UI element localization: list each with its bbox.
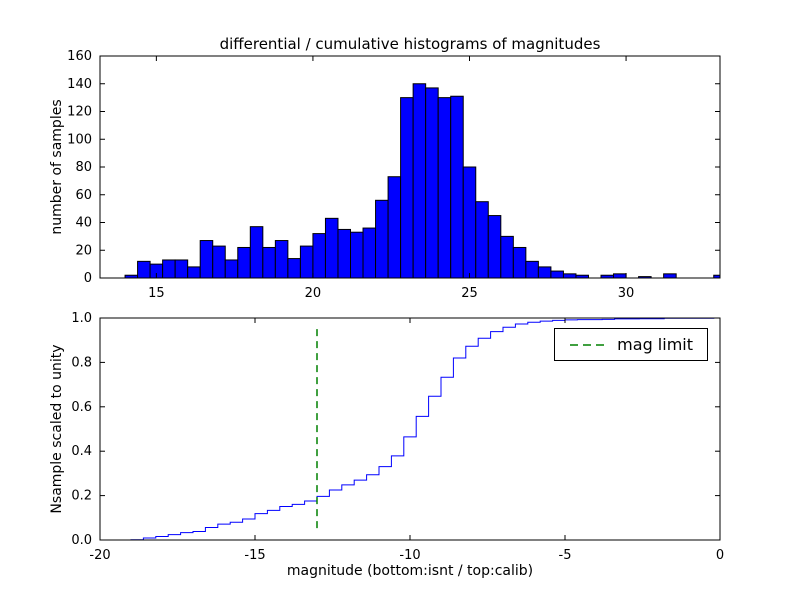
x-tick-label: -20 [89,548,110,563]
ticks-bottom: -20 -15 -10 -5 0 0.0 0.2 0.4 0.6 0.8 1.0 [71,311,724,563]
ticks-top: 15 20 25 30 0 20 40 60 80 100 120 140 160 [67,49,720,301]
x-tick-label: -10 [399,548,420,563]
y-tick-label: 100 [67,132,92,147]
histogram-bar [262,246,276,278]
histogram-bar [324,217,339,278]
y-tick-label: 40 [75,216,92,231]
histogram-bar [174,259,189,278]
y-tick-label: 0.4 [71,444,92,459]
histogram-bar [412,83,427,278]
x-tick-label: 25 [461,286,478,301]
legend: mag limit [554,328,708,361]
histogram-bar [437,97,452,278]
y-tick-label: 1.0 [71,311,92,326]
histogram-bar [162,259,176,278]
histogram-bar [199,240,214,278]
y-tick-label: 0 [84,271,92,286]
y-tick-label: 60 [75,188,92,203]
cumulative-line [130,318,720,540]
x-axis-label: magnitude (bottom:isnt / top:calib) [286,563,534,579]
histogram-bar [487,215,502,278]
histogram-bar [287,258,301,278]
histogram-bar [312,233,326,278]
histogram-bar [350,231,364,278]
histogram-bar [575,274,589,278]
histogram-bar [375,199,389,278]
histogram-bar [500,235,514,278]
histogram-bar [550,270,564,278]
histogram-bar [387,176,402,278]
y-tick-label: 140 [67,77,92,92]
y-tick-label: 80 [75,160,92,175]
x-tick-label: 30 [618,286,635,301]
y-tick-label: 0.0 [71,533,92,548]
histogram-bar [362,227,377,278]
x-tick-label: 20 [305,286,322,301]
y-tick-label: 0.6 [71,400,92,415]
histogram-bar [663,273,677,278]
histogram-bar [212,245,226,278]
histogram-bar [537,266,552,278]
y-tick-label: 20 [75,243,92,258]
histogram-bar [613,273,627,278]
histogram-bar [137,260,151,278]
histogram-bar [337,228,352,278]
histogram-bar [475,201,489,278]
histogram-bar [462,166,477,278]
x-tick-label: 0 [716,548,724,563]
figure-title: differential / cumulative histograms of … [219,35,601,53]
legend-dash-icon [570,343,605,346]
histogram-bar [525,260,539,278]
histogram-bar [237,246,251,278]
x-tick-label: 15 [148,286,165,301]
bottom-ylabel: Nsample scaled to unity [49,344,65,514]
top-ylabel: number of samples [49,99,65,235]
legend-label: mag limit [617,335,693,354]
histogram-bar [187,266,201,278]
x-tick-label: -15 [244,548,265,563]
y-tick-label: 120 [67,105,92,120]
x-tick-label: -5 [559,548,572,563]
histogram-bar [249,226,264,278]
histogram-bar [274,240,289,278]
histogram-bar [425,87,439,278]
y-tick-label: 0.8 [71,355,92,370]
histogram-bar [299,245,314,278]
histogram-bar [562,273,577,278]
histogram-bar [400,97,414,278]
y-tick-label: 0.2 [71,489,92,504]
histogram-bar [224,259,239,278]
histogram-bar [450,95,464,278]
y-tick-label: 160 [67,49,92,64]
histogram-bars [124,83,720,278]
histogram-bar [512,246,527,278]
